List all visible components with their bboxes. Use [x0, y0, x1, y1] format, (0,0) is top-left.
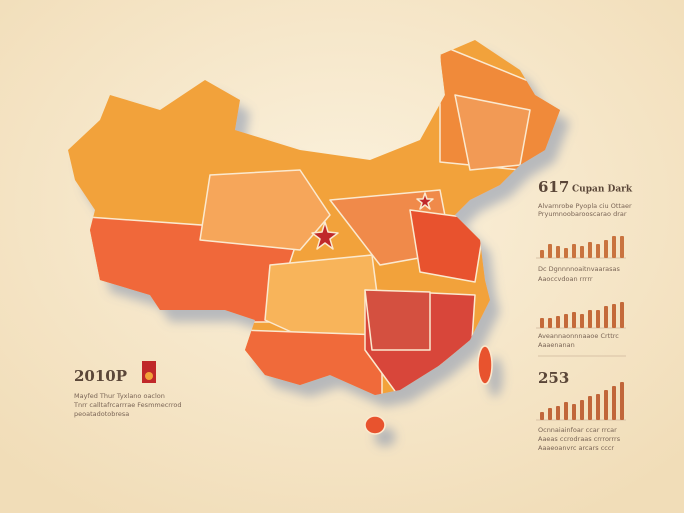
mini-bar — [572, 404, 576, 420]
mini-bar — [572, 244, 576, 258]
mini-bar — [588, 242, 592, 258]
block-text: Ocnnaiainfoar ccar rrcar — [538, 426, 617, 434]
panel-text: Mayfed Thur Tyxlano oaclon — [74, 392, 165, 400]
mini-bar — [588, 310, 592, 328]
block-text: Pryumnoobarooscarao drar — [538, 210, 627, 218]
mini-bar — [548, 408, 552, 420]
mini-bar — [604, 390, 608, 420]
mini-bar — [548, 244, 552, 258]
mini-bar — [580, 314, 584, 328]
mini-bar — [612, 304, 616, 328]
panel-text: Tnrr calltafrcarrrae Fesmmecrrod — [73, 401, 182, 409]
panel-text: peoatadotobresa — [74, 410, 129, 418]
mini-bar — [556, 406, 560, 420]
mini-bar — [556, 316, 560, 328]
mini-bar — [620, 236, 624, 258]
mini-bar — [564, 314, 568, 328]
right-panel: 617 Cupan Dark Alvarnrobe Pyopla ciu Ott… — [538, 178, 633, 452]
city-marker — [416, 192, 434, 210]
mini-bar — [580, 246, 584, 258]
mini-bar — [556, 246, 560, 258]
badge-dot — [145, 372, 153, 380]
mini-bar — [596, 310, 600, 328]
mini-bar — [588, 396, 592, 420]
block-title: 617 — [538, 178, 569, 196]
left-panel: 2010P Mayfed Thur Tyxlano oaclon Tnrr ca… — [73, 361, 182, 418]
mini-bar — [620, 302, 624, 328]
block-text: Aaaeoanvrc arcars cccr — [538, 444, 614, 452]
mini-bar — [540, 250, 544, 258]
panel-title: 2010P — [74, 367, 127, 385]
block-title: 253 — [538, 369, 569, 387]
mini-bar — [596, 244, 600, 258]
mini-bar — [548, 318, 552, 328]
block-subtitle: Cupan Dark — [572, 185, 633, 195]
block-text: Alvarnrobe Pyopla ciu Ottaer — [538, 202, 632, 210]
block-text: Aaaenanan — [538, 341, 575, 349]
mini-bar — [604, 240, 608, 258]
mini-bar — [612, 236, 616, 258]
capital-marker — [311, 221, 339, 250]
mini-bar — [612, 386, 616, 420]
mini-bar — [596, 394, 600, 420]
block-text: Aveannaonnnaaoe Crttrc — [538, 332, 619, 340]
mini-bar — [604, 306, 608, 328]
block-text: Dc Dgnnnnoaitnvaarasas — [538, 265, 621, 273]
block-text: Aaeas ccrodraas crrrorrrs — [538, 435, 621, 443]
mini-bar — [564, 248, 568, 258]
mini-bar — [540, 412, 544, 420]
mini-bar — [620, 382, 624, 420]
mini-bar — [580, 400, 584, 420]
mini-bar — [564, 402, 568, 420]
mini-bar — [540, 318, 544, 328]
mini-bar — [572, 312, 576, 328]
block-text: Aaoccvdoan rrrrr — [538, 275, 593, 283]
